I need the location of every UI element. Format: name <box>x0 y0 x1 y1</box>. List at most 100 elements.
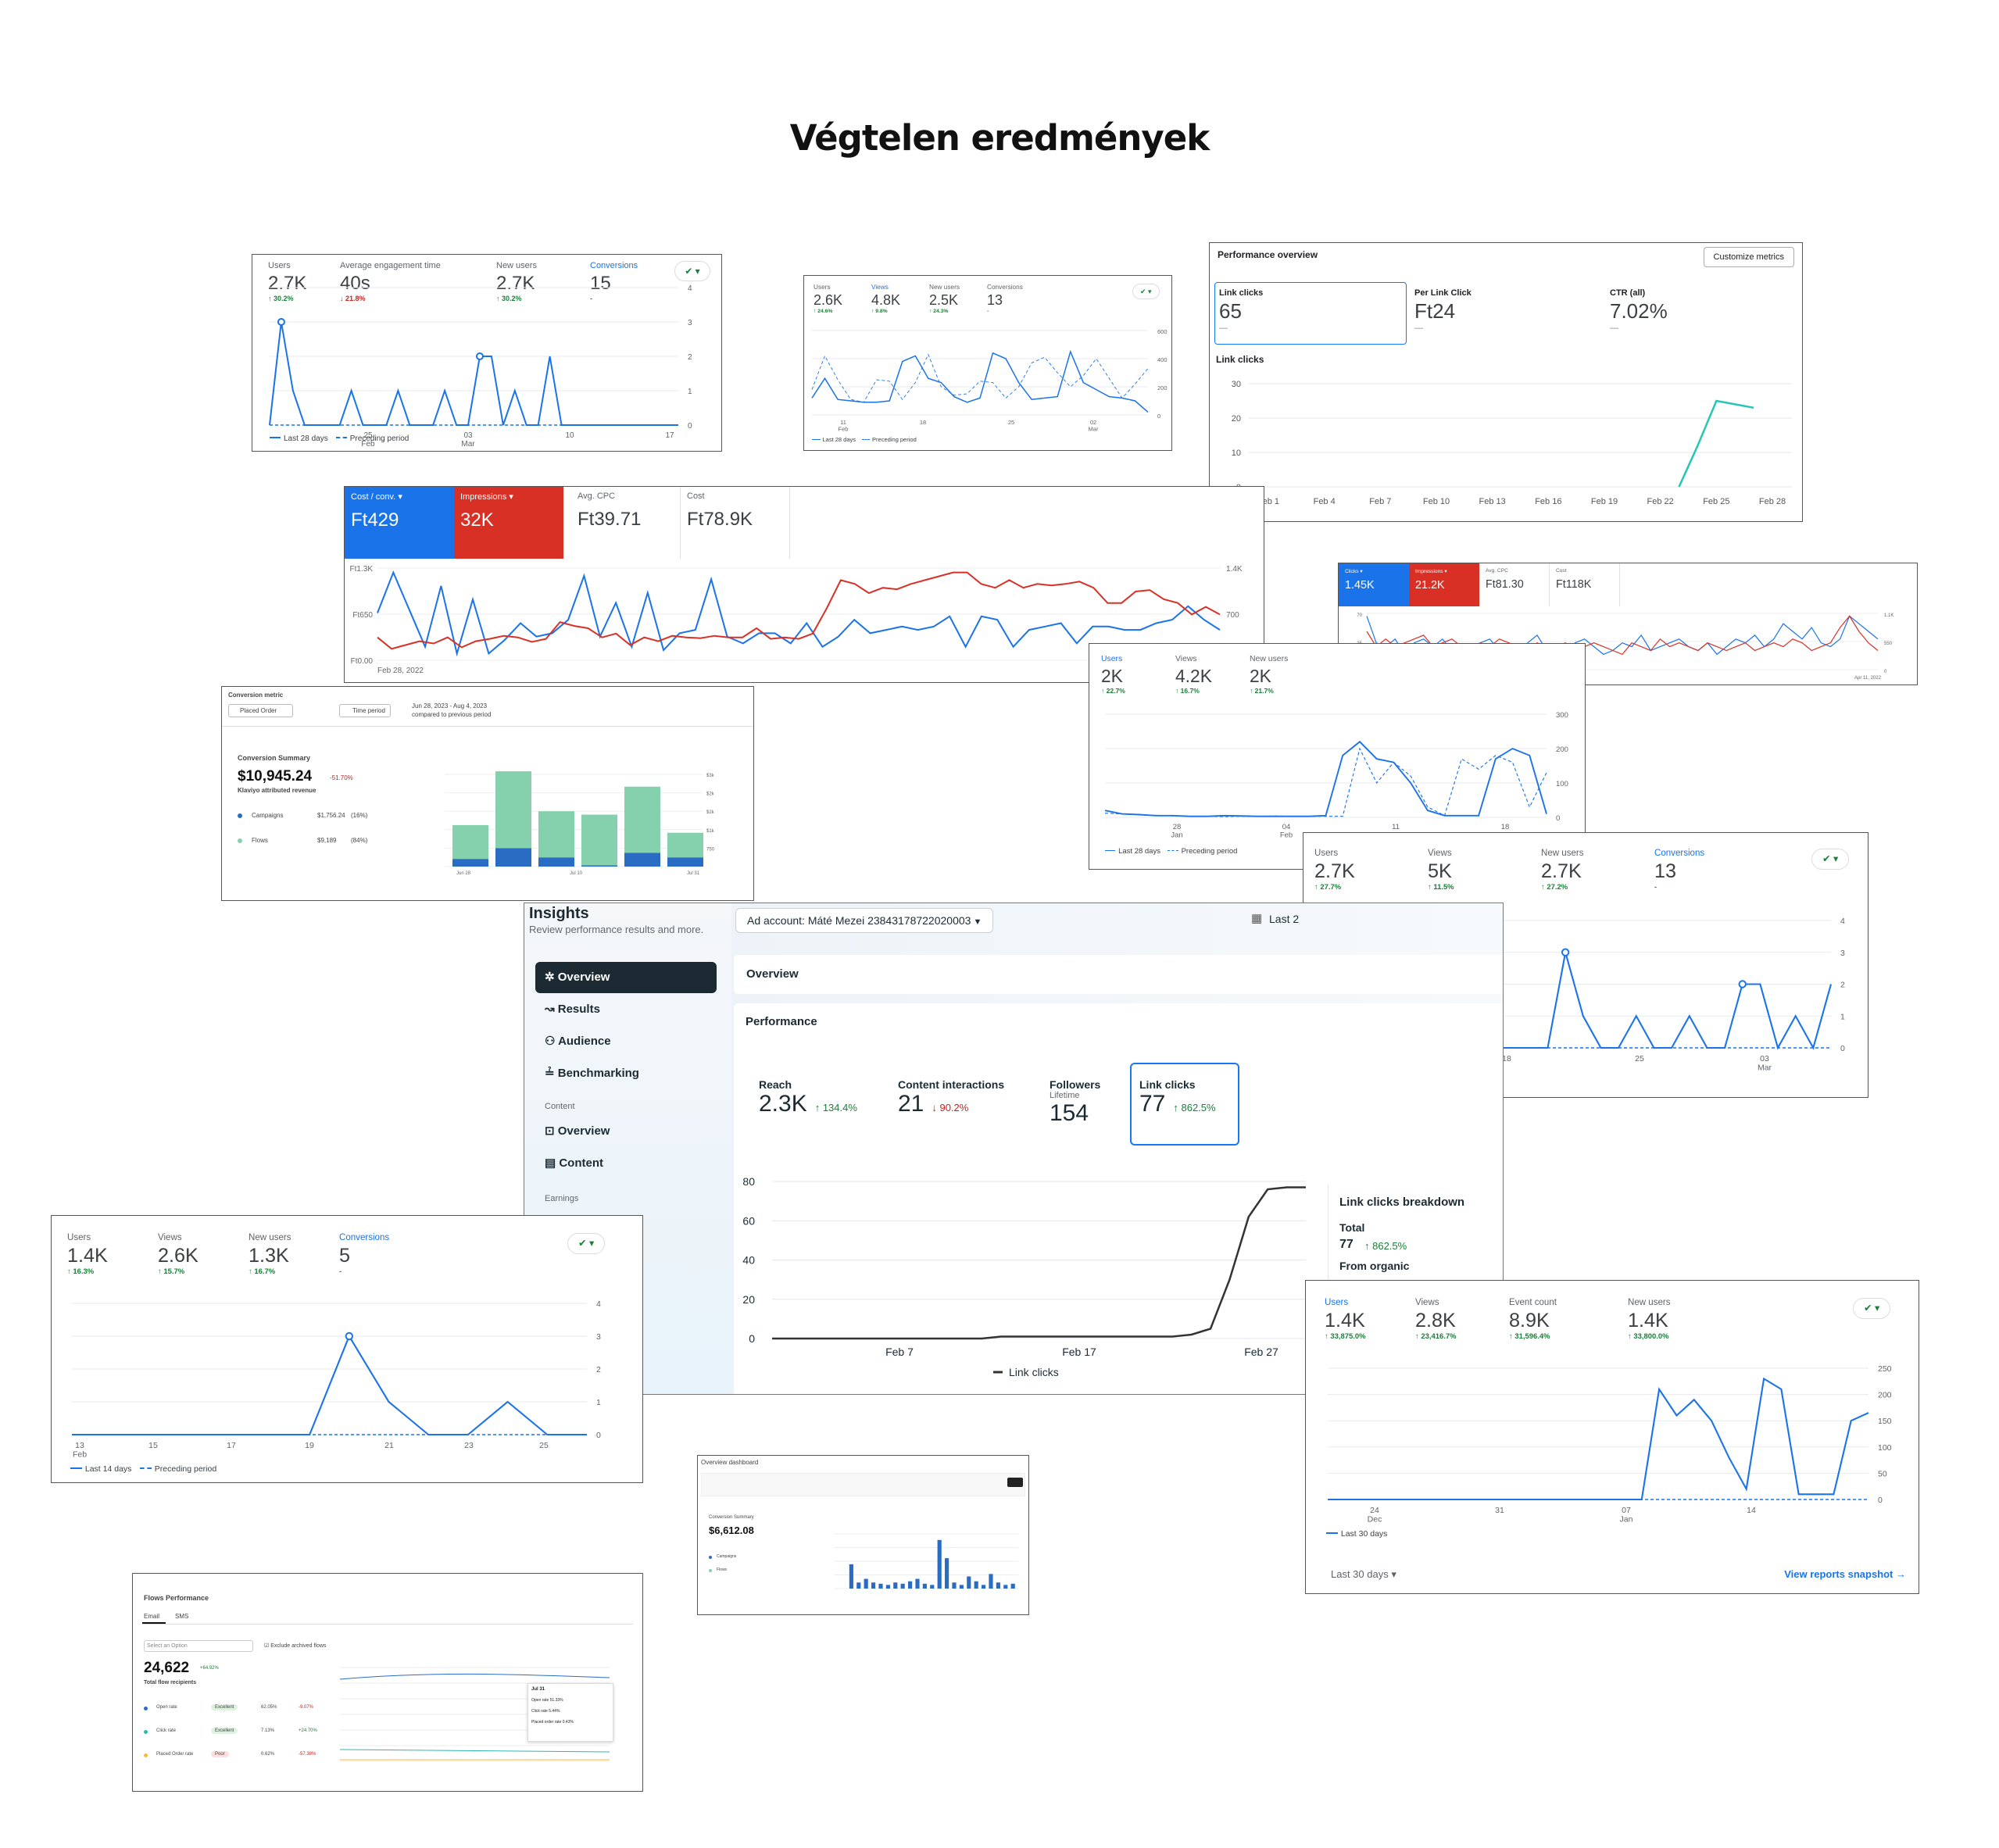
bar[interactable] <box>856 1582 861 1589</box>
bar[interactable] <box>1010 1583 1015 1589</box>
bar-campaigns[interactable] <box>538 857 574 867</box>
metric-3[interactable]: Conversions 13- <box>987 284 1023 314</box>
range-dropdown[interactable]: Last 30 days ▾ <box>1331 1568 1396 1580</box>
bar-campaigns[interactable] <box>452 859 488 867</box>
placed-order-dropdown[interactable]: Placed Order <box>228 704 294 717</box>
bar[interactable] <box>945 1558 949 1589</box>
check-dropdown[interactable]: ✔ ▾ <box>1811 849 1850 870</box>
bar-flows[interactable] <box>581 814 617 866</box>
content-nav-overview[interactable]: ⊡ Overview <box>535 1116 717 1147</box>
bar[interactable] <box>893 1582 898 1589</box>
link-clicks-tile[interactable] <box>1214 282 1407 345</box>
metric-0[interactable]: Users 1.4K ↑ 16.3% <box>67 1233 108 1276</box>
check-dropdown[interactable]: ✔ ▾ <box>1853 1298 1891 1320</box>
metric-2[interactable]: New users 1.3K ↑ 16.7% <box>249 1233 291 1276</box>
metric-0[interactable]: Users 1.4K ↑ 33,875.0% <box>1325 1298 1365 1341</box>
fb-metric-0[interactable]: Link clicks 65— <box>1219 288 1263 333</box>
data-point[interactable] <box>1561 948 1570 956</box>
bar[interactable] <box>885 1585 890 1589</box>
bar[interactable] <box>871 1582 876 1589</box>
metric-1[interactable]: Average engagement time 40s ↓ 21.8% <box>340 261 441 302</box>
content-nav-content[interactable]: ▤ Content <box>535 1148 717 1179</box>
kpi-content-interactions[interactable]: Content interactions 21 ↓ 90.2% <box>898 1078 1004 1117</box>
flow-select[interactable]: Select an Option <box>144 1640 253 1652</box>
bar[interactable] <box>864 1578 868 1589</box>
metric-3[interactable]: Conversions 13- <box>1654 849 1704 892</box>
bar[interactable] <box>849 1564 853 1589</box>
metric-3[interactable]: Conversions 5- <box>339 1233 389 1276</box>
apply-button[interactable] <box>1007 1478 1023 1487</box>
bar-flows[interactable] <box>452 824 488 860</box>
bar[interactable] <box>915 1578 920 1589</box>
view-reports-link[interactable]: View reports snapshot → <box>1784 1568 1906 1580</box>
exclude-archived-checkbox[interactable]: ☑ Exclude archived flows <box>264 1642 326 1649</box>
metric-0[interactable]: Users 2.7K ↑ 30.2% <box>268 261 306 302</box>
kpi-followers[interactable]: Followers Lifetime 154 <box>1050 1078 1100 1127</box>
fb-metric-1[interactable]: Per Link Click Ft24— <box>1414 288 1472 333</box>
metric-0[interactable]: Users 2.6K ↑ 24.6% <box>814 284 842 314</box>
metric-1[interactable]: Views 2.8K ↑ 23,416.7% <box>1415 1298 1456 1341</box>
metric-2[interactable]: New users 2.7K ↑ 27.2% <box>1541 849 1584 892</box>
metric-1[interactable]: Views 4.2K ↑ 16.7% <box>1175 655 1212 695</box>
ads-tile-1[interactable]: Impressions ▾ 32K <box>454 487 563 559</box>
fb-metric-2[interactable]: CTR (all) 7.02% — <box>1610 288 1668 333</box>
bar-campaigns[interactable] <box>495 848 531 867</box>
bar-campaigns[interactable] <box>581 865 617 867</box>
nav-benchmarking[interactable]: ≟ Benchmarking <box>535 1058 717 1089</box>
nav-overview[interactable]: ✲ Overview <box>535 962 717 993</box>
bar-flows[interactable] <box>667 832 703 858</box>
bar[interactable] <box>930 1585 935 1589</box>
bar[interactable] <box>878 1583 883 1589</box>
ads-tile-0[interactable]: Cost / conv. ▾ Ft429 <box>345 487 454 559</box>
bar[interactable] <box>996 1582 1000 1589</box>
ads-tile-2[interactable]: Avg. CPC Ft81.30 <box>1479 563 1550 606</box>
bar[interactable] <box>959 1585 964 1589</box>
time-period-button[interactable]: Time period <box>339 704 391 717</box>
metric-1[interactable]: Views 5K ↑ 11.5% <box>1428 849 1454 892</box>
bar[interactable] <box>922 1583 927 1589</box>
bar[interactable] <box>1003 1585 1008 1589</box>
bar-flows[interactable] <box>495 771 531 849</box>
bar[interactable] <box>952 1582 957 1589</box>
bar[interactable] <box>908 1581 913 1589</box>
ads-tile-1[interactable]: Impressions ▾ 21.2K <box>1409 563 1479 606</box>
bar[interactable] <box>974 1581 978 1589</box>
ads-tile-3[interactable]: Cost Ft118K <box>1550 563 1620 606</box>
bar-campaigns[interactable] <box>624 853 660 867</box>
check-dropdown[interactable]: ✔ ▾ <box>567 1233 606 1255</box>
bar[interactable] <box>989 1574 993 1589</box>
nav-audience[interactable]: ⚇ Audience <box>535 1026 717 1057</box>
metric-0[interactable]: Users 2.7K ↑ 27.7% <box>1314 849 1355 892</box>
metric-3[interactable]: New users 1.4K ↑ 33,800.0% <box>1628 1298 1671 1341</box>
customize-metrics-button[interactable]: Customize metrics <box>1703 247 1794 267</box>
tab-email[interactable]: Email <box>144 1613 160 1620</box>
metric-3[interactable]: Conversions 15- <box>590 261 638 302</box>
ad-account-dropdown[interactable]: Ad account: Máté Mezei 23843178722020003… <box>735 908 994 933</box>
bar-flows[interactable] <box>538 811 574 858</box>
bar[interactable] <box>900 1583 905 1589</box>
bar-flows[interactable] <box>624 786 660 853</box>
metric-2[interactable]: Event count 8.9K ↑ 31,596.4% <box>1509 1298 1557 1341</box>
bar[interactable] <box>967 1576 971 1589</box>
ads-tile-0[interactable]: Clicks ▾ 1.45K <box>1339 563 1409 606</box>
metric-2[interactable]: New users 2K ↑ 21.7% <box>1250 655 1288 695</box>
bar-campaigns[interactable] <box>667 857 703 867</box>
data-point[interactable] <box>475 352 484 360</box>
kpi-reach[interactable]: Reach 2.3K ↑ 134.4% <box>759 1078 857 1117</box>
metric-0[interactable]: Users 2K ↑ 22.7% <box>1101 655 1125 695</box>
ads-tile-2[interactable]: Avg. CPC Ft39.71 <box>571 487 681 559</box>
data-point[interactable] <box>277 318 285 326</box>
metric-2[interactable]: New users 2.7K ↑ 30.2% <box>496 261 537 302</box>
metric-1[interactable]: Views 2.6K ↑ 15.7% <box>158 1233 198 1276</box>
metric-1[interactable]: Views 4.8K ↑ 9.8% <box>871 284 900 314</box>
ads-tile-3[interactable]: Cost Ft78.9K <box>681 487 790 559</box>
check-dropdown[interactable]: ✔ ▾ <box>1132 284 1160 299</box>
bar[interactable] <box>937 1539 942 1589</box>
kpi-link-clicks[interactable]: Link clicks 77 ↑ 862.5% <box>1139 1078 1216 1117</box>
check-dropdown[interactable]: ✔ ▾ <box>674 261 710 281</box>
bar[interactable] <box>982 1585 986 1589</box>
nav-results[interactable]: ↝ Results <box>535 994 717 1025</box>
metric-2[interactable]: New users 2.5K ↑ 24.3% <box>929 284 960 314</box>
tab-sms[interactable]: SMS <box>175 1613 189 1620</box>
data-point[interactable] <box>1738 980 1747 988</box>
